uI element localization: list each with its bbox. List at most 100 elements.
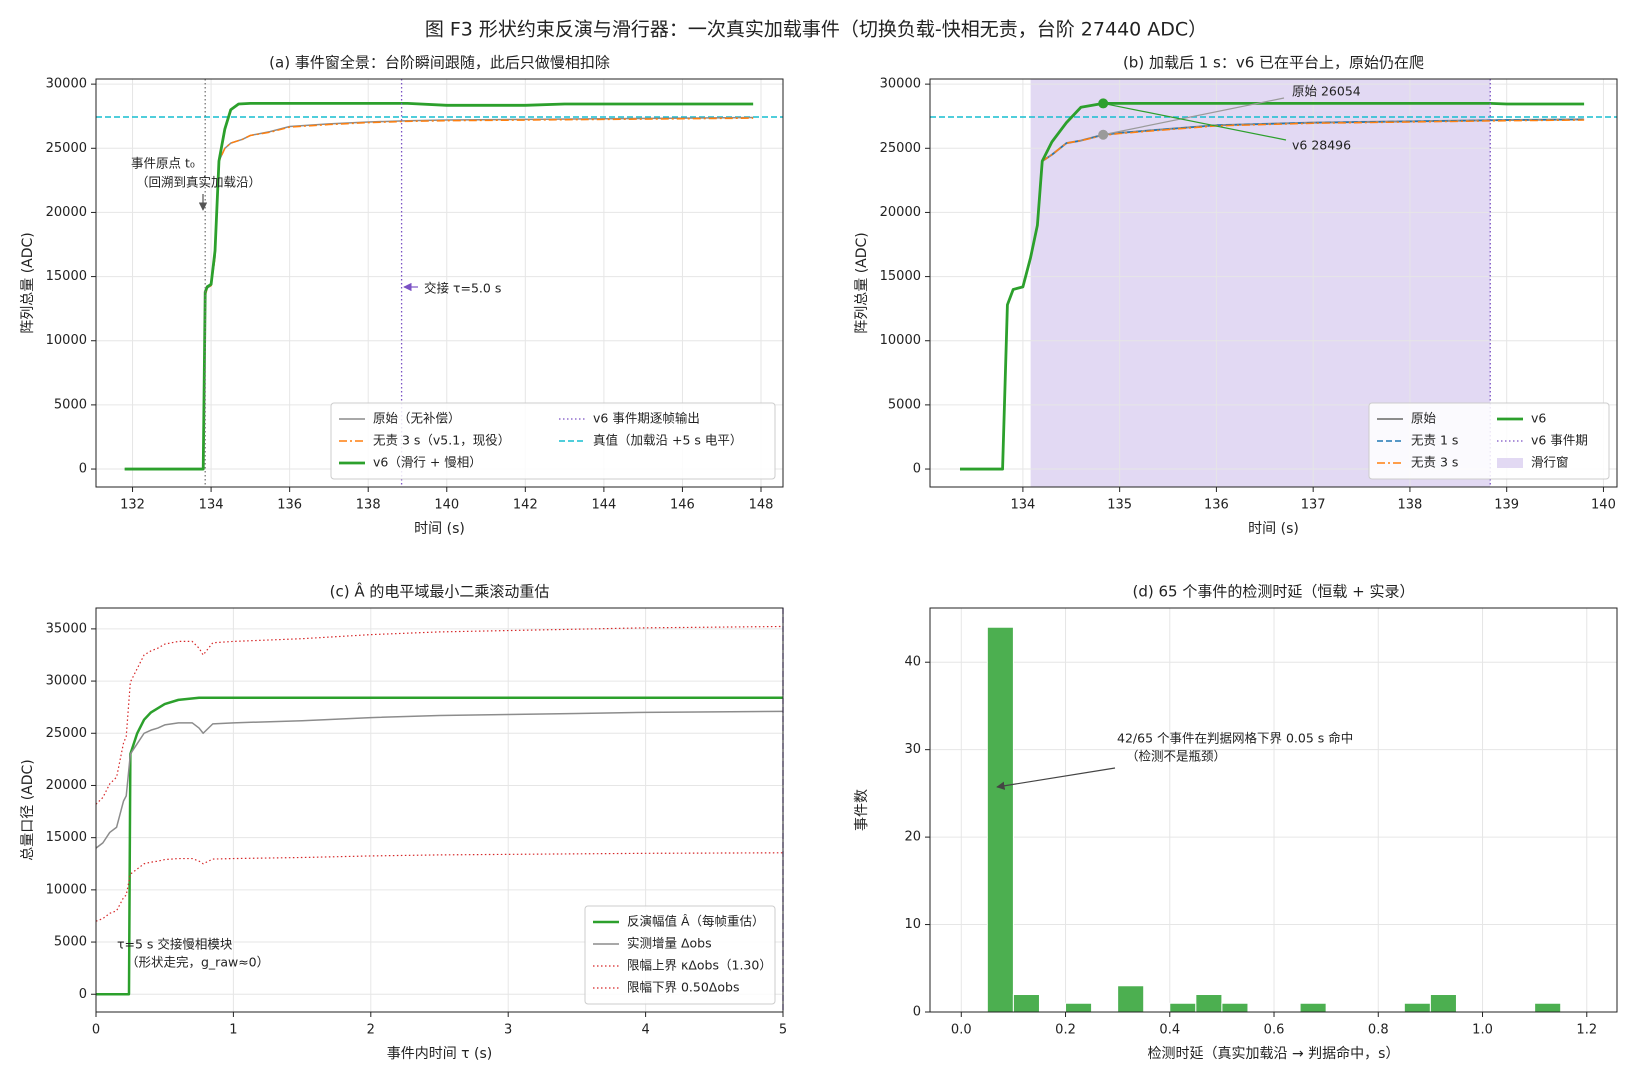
x-tick-label: 135	[1107, 498, 1132, 513]
legend-label: 实测增量 Δobs	[627, 936, 712, 951]
y-tick-label: 10000	[46, 333, 87, 348]
x-tick-label: 0.2	[1055, 1023, 1076, 1038]
figure-title: 图 F3 形状约束反演与滑行器：一次真实加载事件（切换负载-快相无责，台阶 27…	[425, 19, 1207, 41]
legend-box	[584, 905, 776, 1005]
x-tick-label: 132	[120, 498, 145, 513]
y-tick-label: 15000	[46, 830, 87, 845]
histogram-bar	[986, 626, 1014, 1013]
legend-label: 无责 1 s	[1411, 433, 1458, 448]
y-tick-label: 15000	[880, 269, 921, 284]
y-axis-label: 阵列总量 (ADC)	[20, 232, 36, 334]
y-axis-label: 事件数	[854, 789, 870, 831]
x-tick-label: 4	[641, 1023, 649, 1038]
annotation: 事件原点 t₀	[131, 156, 195, 171]
annotation: 42/65 个事件在判据网格下界 0.05 s 命中	[1117, 731, 1353, 746]
annotation-line	[1103, 102, 1287, 141]
x-tick-label: 140	[434, 498, 459, 513]
y-tick-label: 10	[904, 917, 921, 932]
y-tick-label: 25000	[46, 141, 87, 156]
legend-label: v6 事件期逐帧输出	[593, 411, 700, 426]
y-tick-label: 0	[79, 462, 87, 477]
y-tick-label: 20	[904, 830, 921, 845]
x-tick-label: 138	[1398, 498, 1423, 513]
axes-frame	[95, 607, 784, 1013]
y-tick-label: 35000	[46, 621, 87, 636]
y-tick-label: 10000	[46, 882, 87, 897]
y-tick-label: 20000	[46, 205, 87, 220]
panel: 0 5000 10000 15000 20000 25000 30000 35000 0 1 2 3 4…	[20, 582, 787, 1063]
histogram-bar	[1221, 1002, 1249, 1013]
y-tick-label: 5000	[54, 397, 87, 412]
legend-label: 限幅上界 κΔobs（1.30）	[627, 958, 772, 973]
legend-box	[330, 402, 776, 480]
legend-label: 原始	[1411, 411, 1437, 426]
point	[1098, 98, 1109, 109]
x-tick-label: 139	[1494, 498, 1519, 513]
legend-box	[1368, 402, 1610, 480]
panel: 0 5000 10000 15000 20000 25000 30000 132 134 136 1…	[20, 54, 784, 537]
x-axis-label: 事件内时间 τ (s)	[387, 1046, 493, 1062]
y-tick-label: 5000	[888, 397, 921, 412]
annotation: （回溯到真实加载沿）	[136, 175, 261, 190]
legend-label: v6（滑行 + 慢相）	[373, 455, 482, 470]
y-tick-label: 0	[79, 987, 87, 1002]
x-tick-label: 140	[1591, 498, 1616, 513]
x-tick-label: 134	[199, 498, 224, 513]
legend-label: 无责 3 s（v5.1，现役）	[373, 433, 510, 448]
annotation-arrow	[996, 767, 1116, 790]
panel: 0 10 20 30 40 0.0 0.2 0.4 0.6 0.8 1.0 1.2 (d) 65 个事件…	[854, 583, 1618, 1062]
x-tick-label: 136	[277, 498, 302, 513]
x-tick-label: 138	[356, 498, 381, 513]
legend-label: v6 事件期	[1531, 433, 1588, 448]
series-line	[960, 101, 1585, 471]
x-axis-label: 时间 (s)	[414, 521, 465, 537]
x-tick-label: 1.0	[1472, 1023, 1493, 1038]
histogram-bar	[1534, 1002, 1562, 1013]
x-tick-label: 0.8	[1368, 1023, 1389, 1038]
legend-label: 真值（加载沿 +5 s 电平）	[593, 433, 742, 448]
x-tick-label: 137	[1301, 498, 1326, 513]
annotation: （形状走完，g_raw≈0）	[126, 955, 269, 970]
panel: 0 5000 10000 15000 20000 25000 30000 134 135 136 1…	[854, 54, 1618, 537]
y-axis-label: 总量口径 (ADC)	[20, 759, 36, 861]
y-tick-label: 0	[913, 462, 921, 477]
x-tick-label: 3	[504, 1023, 512, 1038]
y-tick-label: 20000	[880, 205, 921, 220]
y-tick-label: 5000	[54, 935, 87, 950]
legend-label: 无责 3 s	[1411, 455, 1458, 470]
x-tick-label: 142	[513, 498, 538, 513]
y-tick-label: 25000	[880, 141, 921, 156]
histogram-bar	[1403, 1002, 1431, 1013]
annotation: 交接 τ=5.0 s	[424, 281, 501, 296]
x-axis-label: 检测时延（真实加载沿 → 判据命中，s）	[1148, 1045, 1400, 1062]
x-tick-label: 1.2	[1576, 1023, 1597, 1038]
x-tick-label: 0.0	[951, 1023, 972, 1038]
legend-swatch	[1497, 458, 1523, 468]
axes-frame	[929, 78, 1618, 488]
y-tick-label: 30000	[880, 77, 921, 92]
y-axis-label: 阵列总量 (ADC)	[854, 232, 870, 334]
x-tick-label: 0	[92, 1023, 100, 1038]
data-label: 原始 26054	[1292, 84, 1361, 99]
y-tick-label: 25000	[46, 726, 87, 741]
y-tick-label: 30	[904, 742, 921, 757]
annotation: τ=5 s 交接慢相模块	[117, 937, 233, 952]
series-line	[96, 696, 783, 996]
series-line	[124, 101, 754, 471]
y-tick-label: 30000	[46, 77, 87, 92]
x-tick-label: 134	[1010, 498, 1035, 513]
y-tick-label: 30000	[46, 674, 87, 689]
panel-title: (b) 加载后 1 s：v6 已在平台上，原始仍在爬	[1123, 54, 1424, 72]
histogram-bar	[1429, 994, 1457, 1013]
x-axis-label: 时间 (s)	[1248, 521, 1299, 537]
y-tick-label: 0	[913, 1005, 921, 1020]
y-tick-label: 20000	[46, 778, 87, 793]
axes-frame	[929, 607, 1618, 1013]
histogram-bar	[1117, 985, 1145, 1013]
y-tick-label: 40	[904, 655, 921, 670]
histogram-bar	[1065, 1002, 1093, 1013]
x-tick-label: 136	[1204, 498, 1229, 513]
y-tick-label: 15000	[46, 269, 87, 284]
